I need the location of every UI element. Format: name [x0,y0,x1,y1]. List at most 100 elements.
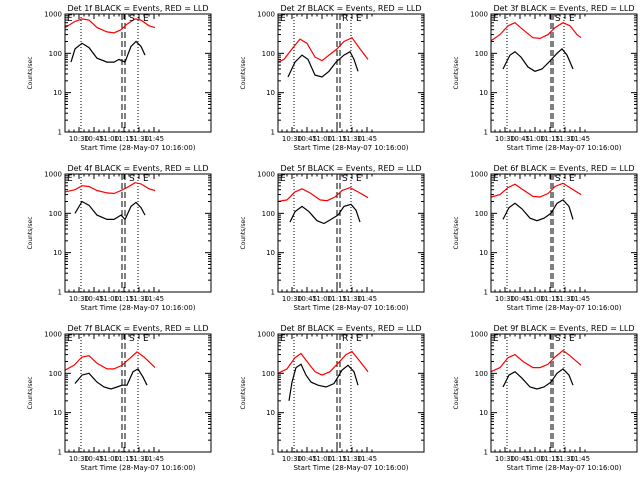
x-tick-label: 11:15 [327,295,347,303]
y-tick-label: 10 [479,89,488,97]
x-tick-label: 11:45 [144,295,164,303]
series-line-lld [64,351,156,371]
event-marker-label: E [569,334,575,344]
x-tick-label: 11:45 [357,295,377,303]
x-tick-label: 11:15 [540,135,560,143]
y-tick-label: 100 [475,210,488,218]
event-marker-label: E [280,334,286,344]
y-tick-label: 1000 [44,171,62,179]
panel-title: Det 7f BLACK = Events, RED = LLD [67,324,208,333]
x-tick-label: 11:15 [327,135,347,143]
event-marker-label: S [555,334,561,344]
x-axis-label: Start Time (28-May-07 10:16:00) [80,144,195,152]
event-marker-label: R [342,14,348,24]
y-tick-label: 10 [266,249,275,257]
x-tick-label: 11:15 [540,455,560,463]
x-tick-label: 11:00 [525,135,545,143]
x-tick-label: 11:00 [525,455,545,463]
x-tick-label: 11:15 [327,455,347,463]
event-marker-label: E [143,334,149,344]
x-tick-label: 11:30 [342,135,362,143]
x-tick-label: 11:45 [570,295,590,303]
detector-panel: Det 3f BLACK = Events, RED = LLD Counts/s… [453,4,638,152]
x-tick-label: 11:30 [342,455,362,463]
y-tick-label: 1000 [470,11,488,19]
plot-frame [490,173,638,293]
plot-frame [277,333,425,453]
y-axis-label: Counts/sec [453,216,460,249]
y-tick-label: 1 [58,289,62,297]
series-line-events [74,368,148,390]
y-axis-label: Counts/sec [27,56,34,89]
series-line-lld [64,18,156,34]
y-tick-label: 1000 [257,331,275,339]
plot-frame [490,13,638,133]
x-tick-label: 11:30 [555,455,575,463]
series-line-events [289,203,361,225]
y-axis-label: Counts/sec [240,216,247,249]
series-line-events [287,50,359,78]
x-tick-label: 11:45 [144,455,164,463]
x-tick-label: 11:30 [129,455,149,463]
detector-panel: Det 4f BLACK = Events, RED = LLD Counts/s… [27,164,212,312]
y-tick-label: 100 [49,370,62,378]
panel-title: Det 1f BLACK = Events, RED = LLD [67,4,208,13]
series-line-events [502,199,574,222]
panel-title: Det 3f BLACK = Events, RED = LLD [493,4,634,13]
plot-frame [277,173,425,293]
y-tick-label: 1000 [470,331,488,339]
event-marker-label: S [129,174,135,184]
y-tick-label: 100 [262,210,275,218]
x-tick-label: 11:15 [540,295,560,303]
x-tick-label: 11:00 [99,135,119,143]
y-tick-label: 1 [271,289,275,297]
plot-frame [64,173,212,293]
y-tick-label: 10 [479,249,488,257]
x-tick-label: 10:30 [495,455,515,463]
event-marker-label: E [356,174,362,184]
y-tick-label: 100 [49,50,62,58]
detector-panel: Det 5f BLACK = Events, RED = LLD Counts/s… [240,164,425,312]
y-tick-label: 1 [484,449,488,457]
series-line-lld [64,182,156,195]
y-tick-label: 1 [484,289,488,297]
y-axis-label: Counts/sec [453,56,460,89]
y-tick-label: 1000 [257,171,275,179]
x-tick-label: 10:45 [297,295,317,303]
event-marker-label: E [280,14,286,24]
x-tick-label: 11:45 [357,135,377,143]
x-tick-label: 11:00 [99,295,119,303]
x-tick-label: 10:30 [495,135,515,143]
event-marker-label: E [493,334,499,344]
event-marker-label: R [342,334,348,344]
event-marker-label: E [493,14,499,24]
y-axis-label: Counts/sec [240,376,247,409]
x-tick-label: 11:00 [312,455,332,463]
event-marker-label: S [342,174,348,184]
series-line-events [74,200,146,221]
x-tick-label: 11:45 [357,455,377,463]
event-marker-label: E [569,14,575,24]
series-line-lld [490,182,582,198]
x-axis-label: Start Time (28-May-07 10:16:00) [506,144,621,152]
y-tick-label: 100 [262,50,275,58]
panel-title: Det 9f BLACK = Events, RED = LLD [493,324,634,333]
x-tick-label: 10:45 [297,455,317,463]
event-marker-label: E [356,334,362,344]
x-axis-label: Start Time (28-May-07 10:16:00) [80,304,195,312]
x-tick-label: 10:30 [69,455,89,463]
x-tick-label: 11:15 [114,135,134,143]
x-tick-label: 10:45 [84,135,104,143]
x-tick-label: 10:30 [69,295,89,303]
x-tick-label: 11:30 [342,295,362,303]
y-tick-label: 100 [475,50,488,58]
x-tick-label: 10:45 [510,295,530,303]
series-line-lld [277,36,369,63]
x-tick-label: 11:00 [312,135,332,143]
detector-panel: Det 2f BLACK = Events, RED = LLD Counts/s… [240,4,425,152]
series-line-events [502,48,574,72]
x-tick-label: 11:00 [525,295,545,303]
event-marker-label: E [67,334,73,344]
x-tick-label: 11:00 [99,455,119,463]
x-tick-label: 10:45 [510,455,530,463]
